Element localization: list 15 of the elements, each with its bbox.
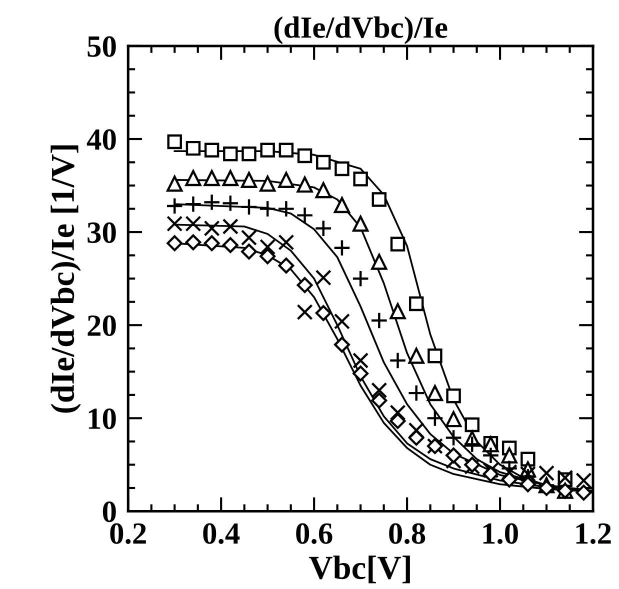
x-tick-label: 0.4 [203, 523, 240, 544]
y-tick-label: 30 [88, 222, 116, 243]
x-tick-label: 1.2 [576, 523, 611, 544]
y-tick-label: 10 [88, 408, 116, 430]
y-tick-label: 20 [88, 315, 116, 336]
y-tick-label: 0 [102, 502, 116, 522]
x-tick-label: 0.2 [110, 523, 146, 544]
y-tick-label: 40 [86, 129, 116, 150]
y-tick-label: 50 [88, 36, 116, 57]
y-axis-title: (dIe/dVbc)/Ie [1/V] [50, 145, 81, 413]
x-axis-title: Vbc[V] [309, 556, 410, 584]
chart-title: (dIe/dVbc)/Ie [274, 16, 448, 44]
x-tick-label: 0.8 [389, 523, 426, 544]
x-tick-label: 1.0 [483, 523, 518, 544]
x-tick-label: 0.6 [296, 523, 332, 544]
